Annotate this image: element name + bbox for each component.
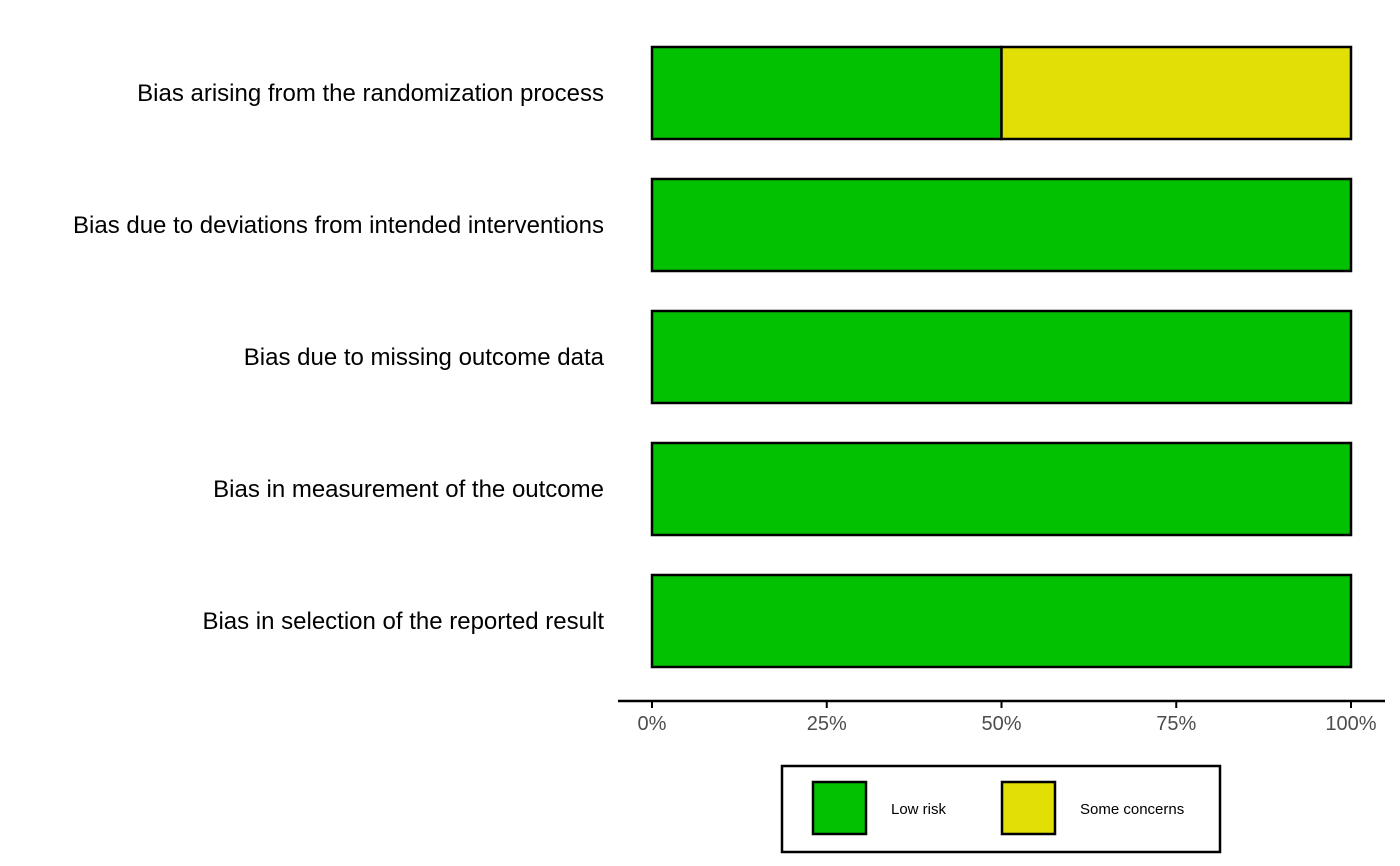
x-tick-label-4: 75% (1156, 713, 1196, 735)
category-label-5: Bias in selection of the reported result (202, 608, 604, 635)
x-tick-label-1: 0% (638, 713, 667, 735)
x-tick-label-5: 100% (1325, 713, 1376, 735)
category-label-3: Bias due to missing outcome data (244, 344, 605, 371)
category-label-4: Bias in measurement of the outcome (213, 476, 604, 503)
legend-key-low-risk (811, 780, 868, 836)
legend: Low risk Some concerns (780, 764, 1222, 854)
legend-label-low-risk: Low risk (891, 801, 947, 818)
bars-group (650, 45, 1353, 669)
x-tick-label-3: 50% (981, 713, 1021, 735)
category-label-2: Bias due to deviations from intended int… (73, 212, 604, 239)
category-label-1: Bias arising from the randomization proc… (137, 80, 604, 107)
legend-items: Low risk Some concerns (811, 780, 1184, 836)
legend-key-some-concerns (1000, 780, 1057, 836)
x-axis-ticks: 0% 25% 50% 75% 100% (638, 701, 1377, 735)
bar-low-risk-2 (650, 177, 1353, 273)
bar-low-risk-1 (650, 45, 1003, 141)
bar-low-risk-5 (650, 573, 1353, 669)
bar-low-risk-4 (650, 441, 1353, 537)
bar-some-concerns-1 (1000, 45, 1353, 141)
bar-low-risk-3 (650, 309, 1353, 405)
legend-label-some-concerns: Some concerns (1080, 801, 1184, 818)
category-labels: Bias arising from the randomization proc… (73, 80, 605, 635)
x-axis: 0% 25% 50% 75% 100% (618, 699, 1385, 735)
x-tick-label-2: 25% (807, 713, 847, 735)
